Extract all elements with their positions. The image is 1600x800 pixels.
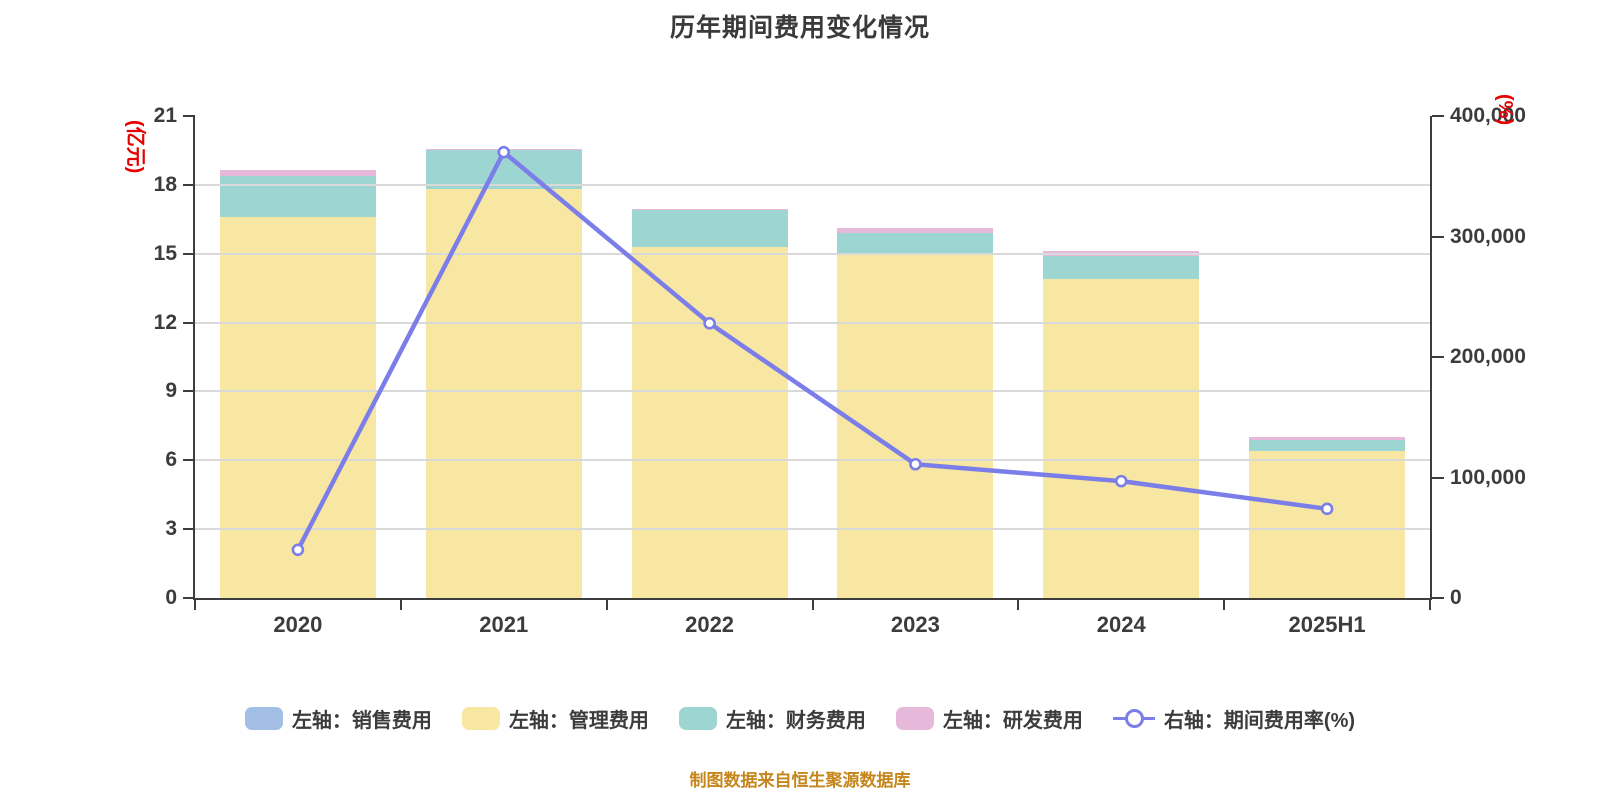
x-axis-tick xyxy=(1017,600,1020,610)
left-axis-tick xyxy=(183,115,195,117)
legend-label-expense_ratio: 右轴：期间费用率(%) xyxy=(1163,710,1356,732)
legend-label-rnd: 左轴：研发费用 xyxy=(942,710,1083,732)
right-axis-tick xyxy=(1432,115,1444,117)
legend-item-admin[interactable]: 左轴：管理费用 xyxy=(461,704,649,733)
legend-line-dot xyxy=(1124,709,1144,728)
legend-label-sales: 左轴：销售费用 xyxy=(291,710,432,732)
x-axis-tick xyxy=(1429,600,1431,610)
legend-label-finance: 左轴：财务费用 xyxy=(725,710,866,732)
left-axis-tick xyxy=(183,183,195,186)
x-axis-label-2021: 2021 xyxy=(479,612,529,637)
bar-2022-finance xyxy=(631,210,788,247)
legend-item-sales[interactable]: 左轴：销售费用 xyxy=(244,704,432,733)
left-axis-tick-label: 18 xyxy=(153,172,177,196)
gridline-12 xyxy=(195,321,1430,324)
expense-ratio-point-2021 xyxy=(497,145,511,159)
left-axis-tick-label: 0 xyxy=(165,586,177,609)
bar-2024-admin xyxy=(1043,278,1200,598)
bar-2020-finance xyxy=(219,175,376,217)
bar-2023-admin xyxy=(837,253,994,598)
bar-2020-rnd xyxy=(219,169,376,176)
x-axis-label-2020: 2020 xyxy=(273,612,323,637)
bar-2025H1-finance xyxy=(1249,439,1406,452)
x-axis-tick xyxy=(811,600,814,610)
gridline-6 xyxy=(195,459,1430,462)
right-axis-tick xyxy=(1432,597,1444,599)
bar-2023-finance xyxy=(837,233,994,254)
right-axis-tick-label: 300,000 xyxy=(1450,224,1526,248)
expense-ratio-point-2024 xyxy=(1114,474,1128,488)
left-axis-tick-label: 15 xyxy=(153,241,177,265)
right-axis-line xyxy=(1430,116,1432,600)
legend: 左轴：销售费用 左轴：管理费用 左轴：财务费用 左轴：研发费用 右轴：期间费用率(%) xyxy=(0,704,1600,733)
chart-title: 历年期间费用变化情况 xyxy=(669,14,930,42)
left-axis-tick xyxy=(183,252,195,255)
expense-ratio-point-2022 xyxy=(703,316,716,330)
left-axis-tick xyxy=(183,459,195,462)
left-axis-tick xyxy=(183,597,195,599)
legend-label-admin: 左轴：管理费用 xyxy=(508,710,649,732)
x-axis-tick xyxy=(1223,600,1226,610)
x-axis-tick xyxy=(605,600,608,610)
gridline-15 xyxy=(195,252,1430,255)
bar-2022-rnd xyxy=(631,208,788,211)
right-axis-tick xyxy=(1432,356,1444,358)
bar-2025H1-admin xyxy=(1249,451,1406,598)
plot-area xyxy=(193,116,1432,600)
bar-2022-admin xyxy=(631,246,788,598)
source-note: 制图数据来自恒生聚源数据库 xyxy=(689,771,911,790)
gridline-3 xyxy=(195,528,1430,531)
expense-ratio-point-2020 xyxy=(291,543,305,557)
expense-ratio-line xyxy=(295,149,1328,551)
x-axis-line xyxy=(193,598,1432,600)
bar-2025H1-rnd xyxy=(1249,437,1406,440)
x-axis-label-2022: 2022 xyxy=(685,612,735,637)
legend-swatch-icon-admin xyxy=(461,707,500,730)
legend-swatch-icon-rnd xyxy=(895,707,934,730)
expense-ratio-point-2025H1 xyxy=(1320,502,1334,516)
left-axis-tick xyxy=(183,321,195,324)
right-axis-tick-label: 100,000 xyxy=(1450,465,1526,489)
left-axis-tick-label: 6 xyxy=(165,448,177,472)
legend-item-finance[interactable]: 左轴：财务费用 xyxy=(678,704,866,733)
right-axis-tick-label: 400,000 xyxy=(1450,104,1526,127)
right-axis-tick-label: 200,000 xyxy=(1450,345,1526,368)
left-axis-tick-label: 12 xyxy=(153,310,177,334)
right-axis-tick-label: 0 xyxy=(1450,586,1462,609)
left-axis-unit-label: (亿元) xyxy=(124,120,146,174)
right-axis-unit-label: (%) xyxy=(1494,94,1516,126)
x-axis-label-2025H1: 2025H1 xyxy=(1288,612,1366,637)
x-axis-tick xyxy=(194,600,196,610)
legend-swatch-icon-sales xyxy=(244,707,283,730)
bar-2020-admin xyxy=(219,216,376,598)
bar-2023-rnd xyxy=(837,228,994,234)
left-axis-tick-label: 21 xyxy=(153,104,177,127)
left-axis-line xyxy=(193,116,195,600)
expense-ratio-point-2023 xyxy=(909,457,922,471)
expense-ratio-line-layer xyxy=(291,145,1334,557)
left-axis-tick-label: 3 xyxy=(165,517,177,541)
legend-line-marker-icon xyxy=(1112,707,1155,730)
legend-item-expense_ratio[interactable]: 右轴：期间费用率(%) xyxy=(1112,704,1356,733)
legend-swatch-icon-finance xyxy=(678,707,717,730)
left-axis-tick-label: 9 xyxy=(165,379,177,403)
right-axis-tick xyxy=(1432,235,1444,238)
x-axis-label-2024: 2024 xyxy=(1096,612,1146,637)
x-axis-tick xyxy=(399,600,402,610)
x-axis-label-2023: 2023 xyxy=(890,612,940,637)
gridline-18 xyxy=(195,183,1430,186)
legend-item-rnd[interactable]: 左轴：研发费用 xyxy=(895,704,1083,733)
bar-2024-finance xyxy=(1043,256,1200,279)
right-axis-tick xyxy=(1432,476,1444,479)
left-axis-tick xyxy=(183,528,195,531)
left-axis-tick xyxy=(183,390,195,393)
